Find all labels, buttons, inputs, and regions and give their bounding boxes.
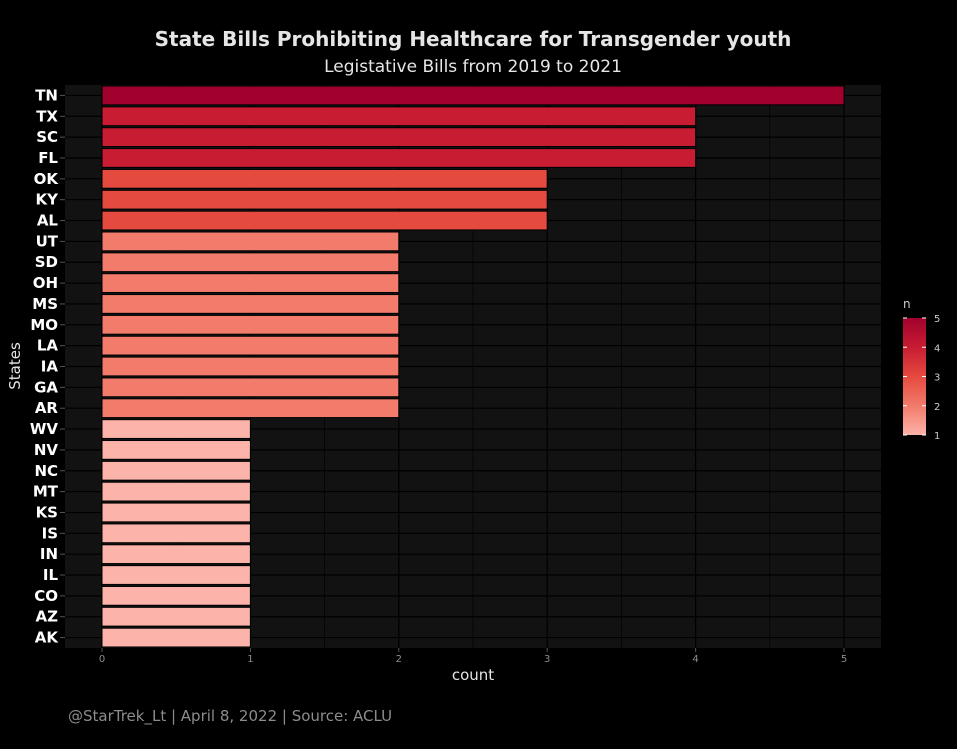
chart-caption: @StarTrek_Lt | April 8, 2022 | Source: A… [68,707,392,726]
x-tick-label: 5 [841,654,847,665]
y-tick-label: NV [34,441,59,459]
bar-mo [101,314,400,335]
bar-fl [101,148,697,168]
y-axis-label: States [6,342,24,390]
y-tick-label: AK [35,629,60,647]
legend-colorbar [903,318,926,435]
bar-tn [101,85,845,106]
bar-is [101,523,251,544]
y-tick-label: FL [38,149,58,167]
x-tick-label: 4 [692,654,698,665]
x-tick-label: 1 [247,654,253,665]
bar-al [101,210,548,231]
y-tick-label: TN [35,86,58,104]
y-tick-label: UT [36,232,59,250]
legend-tick-label: 5 [934,314,940,325]
color-legend: n 1 2 3 4 5 [903,297,940,442]
bar-ak [101,627,251,648]
y-tick-label: LA [37,337,59,355]
bar-ar [101,398,400,419]
y-tick-label: IA [41,358,59,376]
bar-sd [101,252,400,273]
bar-ok [101,168,548,189]
bar-az [101,606,251,627]
x-tick-label: 0 [99,654,105,665]
y-tick-label: MT [33,483,59,501]
y-tick-label: SC [36,128,58,146]
bar-in [101,544,251,565]
bar-tx [101,106,697,127]
y-tick-label: AL [37,212,59,230]
y-tick-label: NC [34,462,58,480]
y-tick-label: GA [34,378,58,396]
bar-il [101,565,251,585]
chart-title: State Bills Prohibiting Healthcare for T… [155,27,792,51]
bar-ut [101,231,400,252]
y-tick-label: OH [33,274,58,292]
bar-ia [101,356,400,377]
bar-oh [101,273,400,293]
chart-subtitle: Legistative Bills from 2019 to 2021 [324,57,622,77]
bar-ky [101,189,548,210]
y-tick-label: KY [36,191,60,209]
y-axis-ticks: TN TX SC FL OK KY AL UT SD OH MS MO LA IA GA AR WV NV NC MT… [30,86,65,647]
y-tick-label: MO [30,316,58,334]
bar-ga [101,377,400,398]
y-tick-label: IS [42,524,58,542]
y-tick-label: AZ [36,608,59,626]
y-tick-label: AR [35,399,59,417]
y-tick-label: CO [34,587,58,605]
y-tick-label: MS [32,295,58,313]
legend-tick-label: 4 [934,343,940,354]
x-tick-label: 2 [396,654,402,665]
legend-title: n [903,297,911,311]
legend-tick-label: 2 [934,402,940,413]
legend-tick-label: 1 [934,431,940,442]
y-tick-label: IL [43,566,59,584]
y-tick-label: TX [36,107,58,125]
bar-sc [101,127,697,148]
bar-la [101,335,400,356]
bar-nc [101,460,251,481]
bars [101,85,845,648]
bar-co [101,585,251,606]
x-axis-ticks: 0 1 2 3 4 5 [99,648,847,665]
bar-ms [101,294,400,314]
x-tick-label: 3 [544,654,550,665]
y-tick-label: KS [36,503,58,521]
legend-ticks: 1 2 3 4 5 [903,314,940,442]
bar-wv [101,419,251,439]
bar-nv [101,440,251,460]
x-axis-label: count [452,666,494,684]
bar-ks [101,502,251,523]
legend-tick-label: 3 [934,373,940,384]
y-tick-label: SD [35,253,58,271]
y-tick-label: IN [40,545,58,563]
y-tick-label: WV [30,420,59,438]
bar-mt [101,481,251,502]
y-tick-label: OK [34,170,60,188]
